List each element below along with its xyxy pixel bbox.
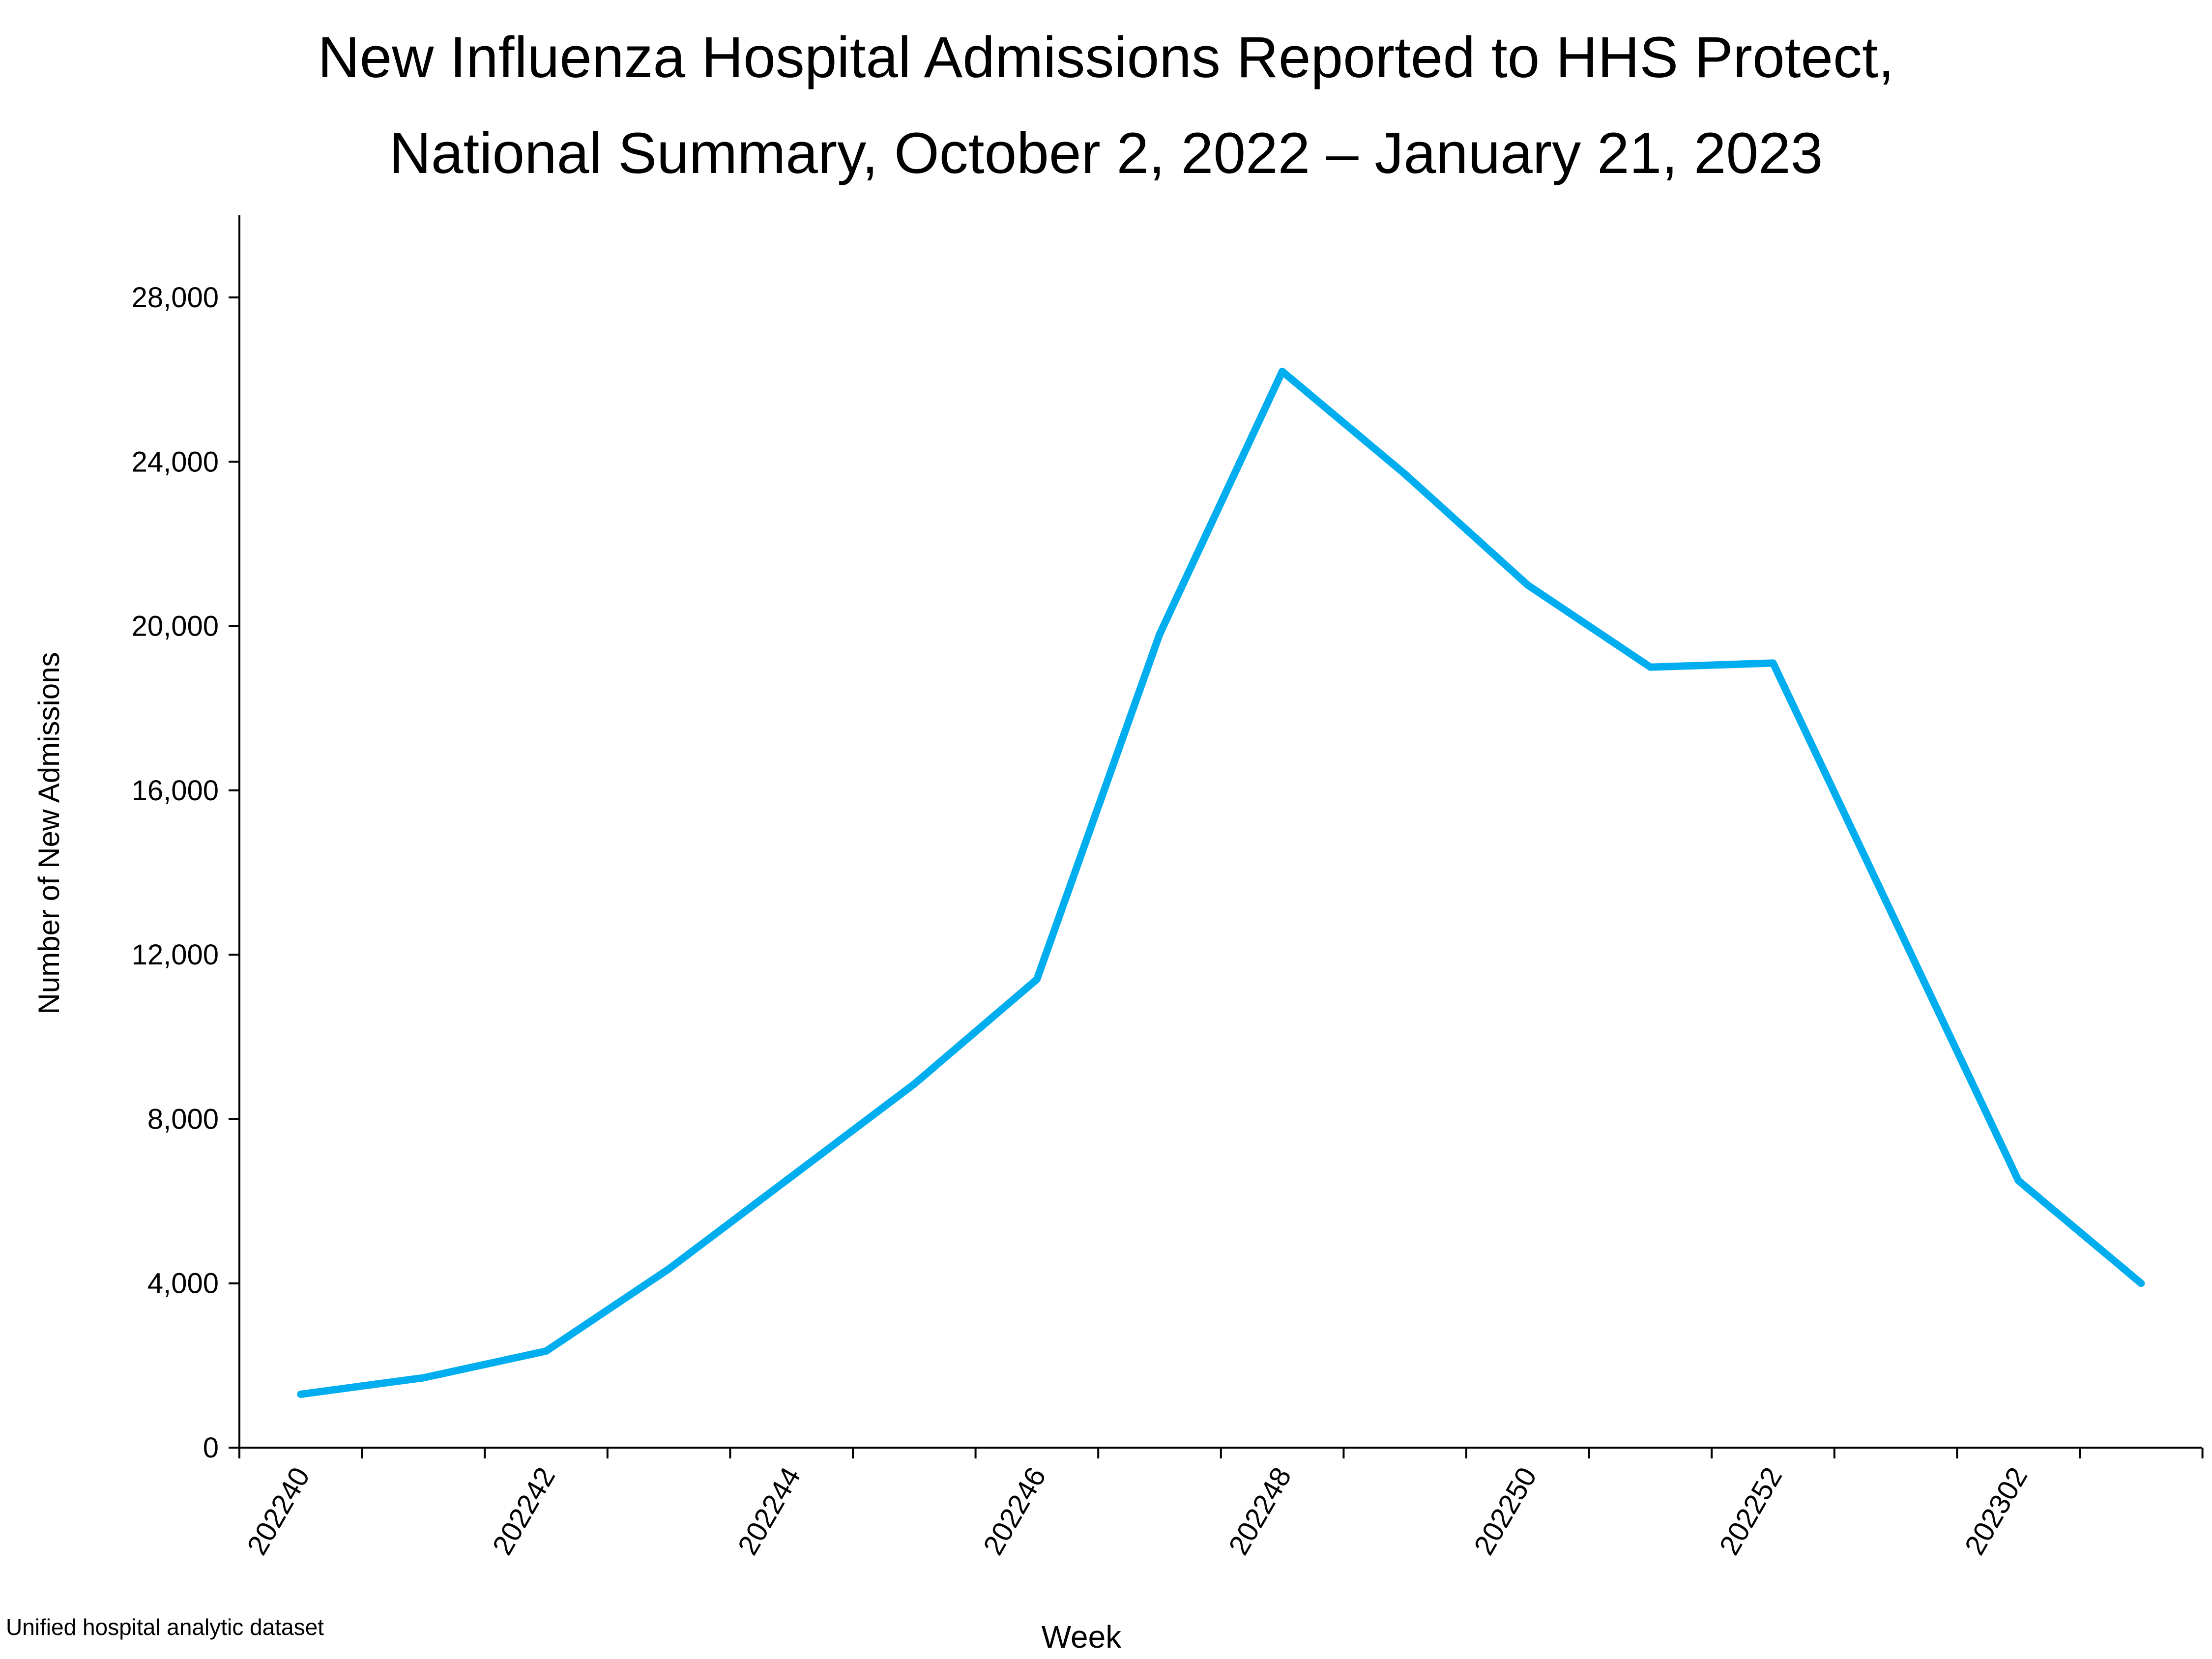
data-point xyxy=(1892,918,1899,926)
data-point xyxy=(1647,664,1654,671)
x-tick-label: 202250 xyxy=(1468,1462,1543,1560)
series-group xyxy=(297,368,2145,1398)
data-point xyxy=(297,1391,304,1398)
x-tick-label: 202302 xyxy=(1958,1462,2034,1560)
data-point xyxy=(1524,582,1531,589)
x-axis-ticks: 202240 202242 202244 202246 202248 202250 2022… xyxy=(238,1448,2204,1560)
y-tick-label: 12,000 xyxy=(132,939,219,971)
data-point xyxy=(788,1173,795,1180)
data-point xyxy=(665,1265,672,1273)
y-tick-label: 20,000 xyxy=(132,611,219,642)
x-tick-label: 202248 xyxy=(1222,1462,1298,1560)
data-point xyxy=(1401,470,1409,478)
chart-title-line-2: National Summary, October 2, 2022 – Janu… xyxy=(389,121,1823,186)
x-tick-label: 202244 xyxy=(731,1462,807,1560)
y-axis-label: Number of New Admissions xyxy=(32,652,65,1015)
y-tick-label: 0 xyxy=(203,1432,219,1464)
chart-axes xyxy=(238,215,2202,1449)
x-tick-label: 202252 xyxy=(1713,1462,1788,1560)
source-note: Unified hospital analytic dataset xyxy=(6,1614,324,1640)
chart-title-line-1: New Influenza Hospital Admissions Report… xyxy=(318,25,1894,90)
data-point xyxy=(420,1374,427,1381)
y-tick-label: 28,000 xyxy=(132,282,219,314)
data-point xyxy=(1279,368,1286,375)
data-point xyxy=(1770,659,1776,667)
data-point xyxy=(543,1347,550,1355)
y-axis-ticks: 0 4,000 8,000 12,000 16,000 20,000 24,000 28,00… xyxy=(132,282,239,1464)
y-tick-label: 16,000 xyxy=(132,775,219,807)
y-tick-label: 24,000 xyxy=(132,446,219,478)
x-tick-label: 202242 xyxy=(486,1462,561,1560)
y-tick-label: 8,000 xyxy=(147,1103,219,1135)
chart-title: New Influenza Hospital Admissions Report… xyxy=(0,10,2212,202)
data-point xyxy=(910,1080,918,1088)
data-point xyxy=(2137,1280,2145,1287)
series-line xyxy=(297,368,2145,1398)
x-tick-label: 202240 xyxy=(241,1462,316,1560)
y-tick-label: 4,000 xyxy=(147,1268,219,1300)
data-point xyxy=(2015,1177,2022,1184)
data-point xyxy=(1156,631,1163,638)
data-point xyxy=(1033,976,1041,983)
x-tick-label: 202246 xyxy=(977,1462,1052,1560)
x-axis-label: Week xyxy=(1041,1619,1122,1655)
